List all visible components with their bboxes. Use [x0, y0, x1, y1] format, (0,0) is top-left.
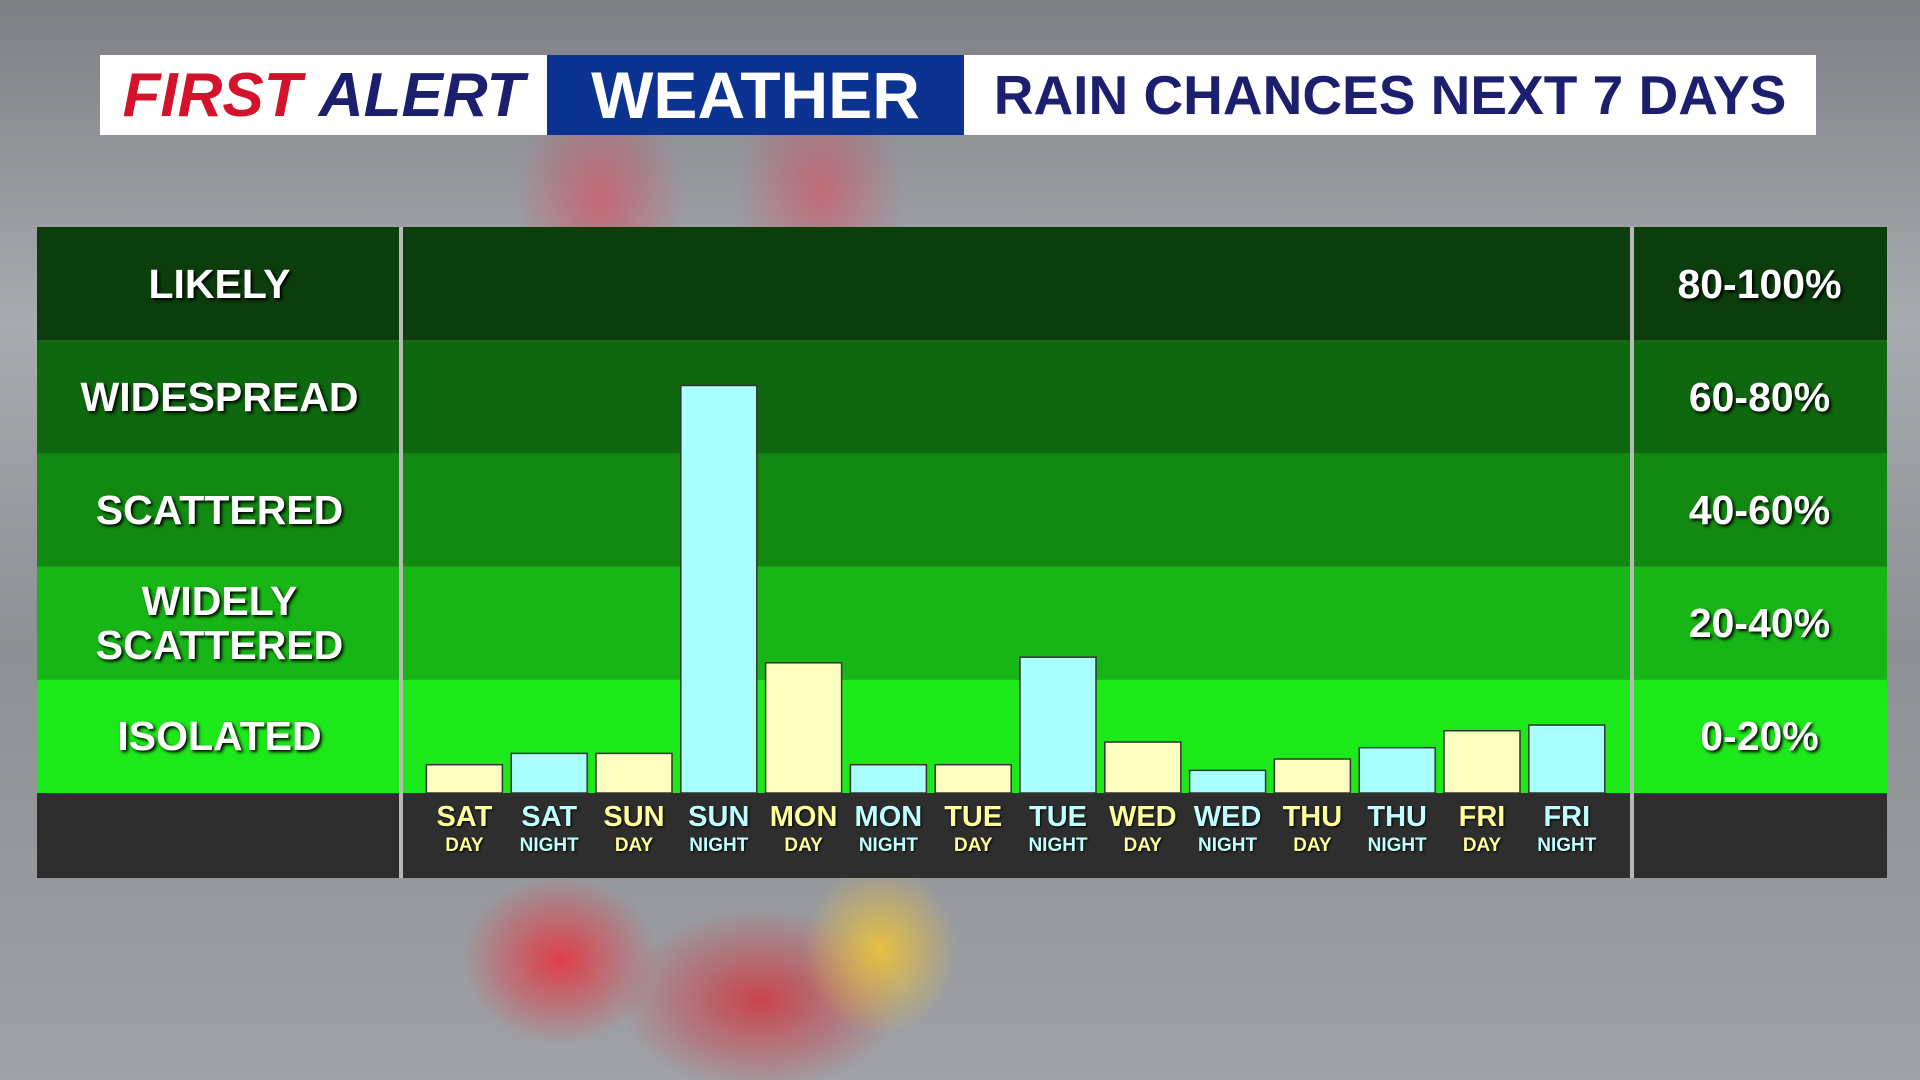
x-tick-sublabel: NIGHT: [689, 835, 749, 856]
x-tick-label: FRI: [1543, 801, 1591, 833]
x-tick-sublabel: DAY: [1123, 835, 1162, 856]
band-label: WIDELY SCATTERED: [95, 578, 344, 669]
chart-title: RAIN CHANCES NEXT 7 DAYS: [964, 55, 1816, 135]
brand-box: FIRST ALERT: [100, 55, 547, 135]
x-tick-sublabel: NIGHT: [1198, 835, 1258, 856]
x-tick-label: SAT: [521, 801, 578, 833]
x-tick-label: WED: [1108, 801, 1177, 833]
divider: [1630, 227, 1634, 878]
bar: [849, 763, 928, 794]
x-tick-label: TUE: [944, 801, 1003, 833]
band-range: 80-100%: [1677, 260, 1842, 307]
bar: [1358, 746, 1436, 794]
band: [37, 453, 1887, 567]
x-tick-sublabel: DAY: [784, 835, 823, 856]
band-label: ISOLATED: [117, 713, 322, 760]
x-tick-sublabel: DAY: [445, 835, 484, 856]
x-tick-label: THU: [1367, 801, 1427, 833]
brand-alert: ALERT: [318, 60, 525, 130]
band-label: WIDESPREAD: [80, 373, 359, 420]
x-tick-label: MON: [769, 801, 838, 833]
bar: [934, 763, 1012, 794]
bar: [764, 662, 843, 794]
bar: [1443, 729, 1521, 794]
x-tick-sublabel: NIGHT: [858, 835, 918, 856]
bar: [1104, 741, 1182, 794]
x-tick-label: TUE: [1029, 801, 1087, 833]
band-range: 0-20%: [1700, 713, 1819, 760]
band-label: SCATTERED: [95, 486, 344, 533]
bar: [1188, 769, 1267, 794]
x-tick-label: SAT: [436, 801, 493, 833]
bar: [1273, 758, 1352, 794]
x-tick-sublabel: NIGHT: [1367, 835, 1427, 856]
x-tick-label: THU: [1282, 801, 1343, 833]
bar: [510, 752, 588, 794]
x-tick-label: WED: [1193, 801, 1262, 833]
bar: [425, 763, 504, 794]
bar: [595, 752, 673, 794]
x-tick-sublabel: DAY: [614, 835, 654, 856]
band-label: LIKELY: [148, 260, 291, 307]
x-tick-sublabel: NIGHT: [1028, 835, 1088, 856]
bar: [1019, 656, 1097, 794]
footer: [37, 793, 1887, 878]
bar: [680, 384, 758, 794]
x-tick-sublabel: DAY: [1462, 835, 1502, 856]
x-tick-label: MON: [854, 801, 923, 833]
x-tick-sublabel: NIGHT: [1537, 835, 1597, 856]
x-tick-sublabel: DAY: [954, 835, 993, 856]
x-tick-label: FRI: [1458, 801, 1506, 833]
x-tick-label: SUN: [603, 801, 665, 833]
brand-weather: WEATHER: [547, 55, 964, 135]
band: [37, 340, 1887, 454]
divider: [399, 227, 403, 878]
band-range: 60-80%: [1688, 373, 1831, 420]
band: [37, 566, 1887, 680]
band-range: 40-60%: [1688, 486, 1831, 533]
brand-first: FIRST: [122, 60, 302, 130]
x-tick-sublabel: NIGHT: [519, 835, 579, 856]
x-tick-label: SUN: [688, 801, 750, 833]
band: [37, 227, 1887, 341]
bar: [1528, 724, 1606, 794]
x-tick-sublabel: DAY: [1293, 835, 1332, 856]
band-range: 20-40%: [1688, 600, 1831, 647]
